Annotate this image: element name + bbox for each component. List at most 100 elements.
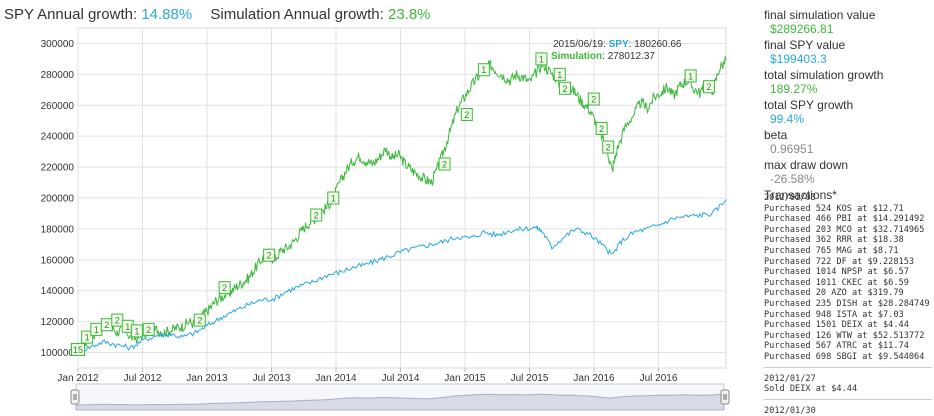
y-tick-label: 260000 bbox=[41, 101, 75, 112]
x-tick-label: Jul 2016 bbox=[640, 373, 678, 384]
transaction-marker[interactable]: 2 bbox=[587, 92, 600, 106]
transactions-label: Transactions* bbox=[764, 188, 837, 202]
transaction-marker[interactable]: 1 bbox=[327, 191, 340, 205]
transaction-date: 2012/01/03 bbox=[764, 193, 816, 203]
marker-box bbox=[438, 157, 451, 171]
y-tick-label: 120000 bbox=[41, 317, 75, 328]
transaction-marker[interactable]: 2 bbox=[595, 121, 608, 135]
stats-panel: final simulation value $289266.81 final SP… bbox=[764, 8, 932, 202]
range-navigator[interactable] bbox=[70, 383, 730, 411]
stat-value: 189.27% bbox=[770, 82, 818, 96]
stat-value: -26.58% bbox=[770, 172, 815, 186]
transaction-marker[interactable]: 2 bbox=[218, 281, 231, 295]
marker-label: 2 bbox=[104, 320, 109, 330]
transaction-line: Purchased 126 WTW at $52.513772 bbox=[764, 330, 925, 341]
transaction-line: Purchased 722 DF at $9.228153 bbox=[764, 256, 915, 267]
tooltip-date: 2015/06/19 bbox=[553, 39, 603, 50]
marker-label: 1 bbox=[331, 194, 336, 204]
marker-label: 1 bbox=[539, 54, 544, 64]
transaction-marker[interactable]: 1 bbox=[90, 322, 103, 336]
transaction-marker[interactable]: 2 bbox=[142, 322, 155, 336]
x-tick-label: Jul 2012 bbox=[124, 373, 162, 384]
y-tick-label: 280000 bbox=[41, 70, 75, 81]
y-tick-label: 100000 bbox=[41, 348, 75, 359]
transaction-marker[interactable]: 1 bbox=[553, 67, 566, 81]
marker-box bbox=[477, 63, 490, 77]
transaction-line: Purchased 948 ISTA at $7.03 bbox=[764, 309, 904, 320]
transaction-marker[interactable]: 2 bbox=[558, 81, 571, 95]
transaction-date: 2012/01/27 bbox=[764, 373, 816, 384]
y-tick-label: 300000 bbox=[41, 39, 75, 50]
transaction-marker[interactable]: 1 bbox=[130, 324, 143, 338]
growth-chart[interactable]: 100000 120000 140000 160000 180000 200000 2200… bbox=[0, 0, 760, 416]
transaction-line: Purchased 1501 DEIX at $4.44 bbox=[764, 320, 909, 331]
marker-box bbox=[558, 81, 571, 95]
navigator-right-handle[interactable] bbox=[720, 389, 730, 405]
transaction-date: 2012/01/30 bbox=[764, 405, 816, 416]
transaction-marker[interactable]: 2 bbox=[111, 313, 124, 327]
marker-label: 1 bbox=[94, 325, 99, 335]
transactions-log[interactable]: 2012/01/03 Purchased 524 KOS at $12.71 Pur… bbox=[764, 193, 932, 416]
navigator-series bbox=[75, 393, 725, 411]
transaction-marker[interactable]: 1 bbox=[81, 330, 94, 344]
transaction-marker[interactable]: 2 bbox=[310, 208, 323, 222]
transaction-marker[interactable]: 2 bbox=[438, 157, 451, 171]
stat-label: final SPY value bbox=[764, 38, 846, 52]
transaction-group: 2012/01/03 Purchased 524 KOS at $12.71 Pur… bbox=[764, 193, 932, 363]
sim-growth-value: 23.8% bbox=[387, 6, 431, 23]
transaction-line: Purchased 235 DISH at $28.284749 bbox=[764, 298, 930, 309]
y-tick-label: 200000 bbox=[41, 194, 75, 205]
stat-label: total simulation growth bbox=[764, 68, 884, 82]
marker-label: 2 bbox=[267, 251, 272, 261]
transaction-marker[interactable]: 2 bbox=[460, 108, 473, 122]
transaction-marker[interactable]: 15 bbox=[71, 342, 85, 356]
sim-growth-label: Simulation Annual growth: bbox=[210, 6, 384, 23]
stat-value: 0.96951 bbox=[770, 142, 814, 156]
transaction-line: Purchased 698 SBGI at $9.544064 bbox=[764, 351, 925, 362]
stat-label: final simulation value bbox=[764, 8, 876, 22]
transaction-line: Purchased 20 AZO at $319.79 bbox=[764, 288, 904, 299]
stat-value: 99.4% bbox=[770, 112, 805, 126]
marker-box bbox=[553, 67, 566, 81]
stat-label: beta bbox=[764, 128, 788, 142]
marker-box bbox=[218, 281, 231, 295]
marker-box bbox=[263, 248, 276, 262]
marker-box bbox=[702, 80, 715, 94]
marker-box bbox=[587, 92, 600, 106]
x-tick-label: Jan 2016 bbox=[573, 373, 615, 384]
transaction-marker[interactable]: 2 bbox=[263, 248, 276, 262]
transaction-marker[interactable]: 2 bbox=[602, 140, 615, 154]
x-tick-label: Jan 2013 bbox=[186, 373, 228, 384]
stat-value: $289266.81 bbox=[770, 22, 834, 36]
transaction-marker[interactable]: 2 bbox=[702, 80, 715, 94]
navigator-left-handle[interactable] bbox=[70, 389, 80, 405]
marker-box bbox=[142, 322, 155, 336]
marker-box bbox=[81, 330, 94, 344]
x-tick-label: Jan 2014 bbox=[315, 373, 357, 384]
transaction-marker[interactable]: 2 bbox=[100, 318, 113, 332]
transaction-marker[interactable]: 1 bbox=[477, 63, 490, 77]
transaction-line: Purchased 567 ATRC at $11.74 bbox=[764, 341, 909, 352]
tooltip-spy-label: SPY bbox=[609, 39, 629, 50]
transaction-line: Sold DEIX at $4.44 bbox=[764, 384, 858, 395]
marker-label: 15 bbox=[73, 345, 83, 355]
tooltip-sim-value: 278012.37 bbox=[608, 51, 656, 62]
marker-box bbox=[327, 191, 340, 205]
chart-grid bbox=[77, 27, 727, 369]
marker-label: 2 bbox=[562, 84, 567, 94]
spy-growth-value: 14.88% bbox=[141, 6, 193, 23]
spy-line bbox=[77, 199, 727, 355]
marker-label: 2 bbox=[314, 211, 319, 221]
marker-box bbox=[460, 108, 473, 122]
tooltip-sim-label: Simulation bbox=[551, 51, 602, 62]
chart-series bbox=[77, 56, 727, 355]
transaction-marker[interactable]: 2 bbox=[193, 313, 206, 327]
transaction-marker[interactable]: 1 bbox=[535, 52, 548, 66]
marker-label: 2 bbox=[442, 160, 447, 170]
marker-label: 2 bbox=[599, 124, 604, 134]
transaction-line: Purchased 524 KOS at $12.71 bbox=[764, 203, 904, 214]
transaction-marker[interactable]: 1 bbox=[684, 69, 697, 83]
y-tick-label: 160000 bbox=[41, 255, 75, 266]
stat-label: max draw down bbox=[764, 158, 849, 172]
